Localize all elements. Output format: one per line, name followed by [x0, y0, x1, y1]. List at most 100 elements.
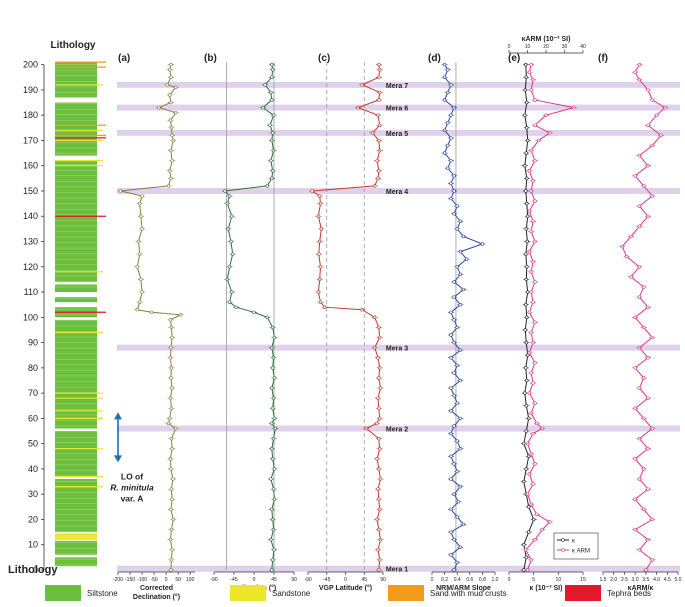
data-point: [230, 252, 235, 256]
data-point: [140, 290, 144, 294]
data-point: [452, 212, 456, 216]
x-axis-label: κARM/κ: [628, 585, 654, 592]
data-point: [165, 83, 170, 87]
data-point: [449, 196, 453, 201]
data-point: [452, 424, 456, 428]
x-tick-label: -200: [113, 577, 123, 583]
data-point: [234, 305, 238, 309]
lithology-unit-siltstone: [55, 297, 97, 303]
data-point: [544, 113, 548, 117]
depth-tick-label: 10: [28, 540, 38, 550]
depth-tick-label: 90: [28, 338, 38, 348]
band-mera-4: [117, 187, 680, 194]
data-point: [166, 184, 171, 188]
data-point: [524, 252, 528, 256]
band-mera-5: [117, 129, 680, 136]
data-point: [377, 138, 381, 143]
depth-tick-label: 80: [28, 363, 38, 373]
legend-swatch-tephra: [565, 585, 601, 601]
data-point: [378, 386, 383, 390]
data-point: [442, 75, 447, 79]
depth-tick-label: 140: [23, 211, 38, 221]
depth-tick-label: 40: [28, 464, 38, 474]
data-point: [533, 320, 537, 325]
data-point: [524, 555, 528, 560]
data-point: [157, 105, 161, 110]
lithology-column-title: Lithology: [51, 40, 96, 51]
data-point: [140, 227, 144, 231]
panel-letter-b: (b): [204, 53, 217, 64]
data-point: [524, 366, 528, 370]
x-tick-label: 15: [580, 577, 586, 583]
data-point: [529, 229, 533, 234]
band-label-mera-1: Mera 1: [386, 567, 408, 574]
legend-item-tephra: Tephra beds: [565, 584, 651, 602]
data-point: [452, 537, 456, 542]
data-point: [169, 558, 174, 562]
data-point: [169, 366, 174, 370]
data-point: [446, 90, 450, 95]
data-point: [270, 517, 275, 522]
data-point: [168, 67, 172, 72]
data-point: [271, 113, 276, 117]
data-point: [535, 512, 539, 517]
data-point: [533, 462, 537, 466]
data-point: [377, 75, 381, 79]
band-mera-3: [117, 344, 680, 351]
data-point: [526, 138, 530, 143]
data-point: [269, 158, 273, 163]
data-point: [536, 138, 541, 143]
data-point: [169, 467, 173, 471]
data-point: [171, 517, 176, 522]
data-point: [168, 169, 172, 173]
data-point: [170, 335, 174, 340]
data-point: [452, 492, 456, 496]
data-point: [642, 376, 646, 380]
data-point: [377, 148, 382, 153]
data-point: [377, 376, 381, 380]
data-point: [527, 472, 532, 476]
data-point: [525, 378, 529, 383]
data-point: [533, 401, 537, 405]
data-point: [633, 315, 637, 320]
lithology-unit-siltstone: [55, 284, 97, 293]
data-point: [646, 396, 650, 400]
data-point: [455, 363, 459, 368]
x-tick-label: -90: [210, 577, 217, 583]
data-point: [523, 88, 527, 92]
x-tick-label: 3.5: [642, 577, 649, 583]
depth-tick-label: 20: [28, 514, 38, 524]
data-point: [169, 527, 174, 532]
data-point: [377, 366, 382, 370]
data-point: [318, 300, 323, 304]
x-axis-label: VGP Latitude (°): [319, 584, 372, 592]
data-point: [531, 78, 535, 82]
data-point: [449, 310, 453, 314]
data-point: [270, 75, 274, 79]
data-point: [525, 315, 529, 320]
data-point: [377, 169, 381, 173]
data-point: [271, 148, 276, 153]
depth-tick-label: 30: [28, 489, 38, 499]
data-point: [270, 406, 275, 410]
data-point: [646, 356, 650, 360]
data-point: [270, 568, 274, 572]
data-point: [637, 78, 642, 82]
legend-item-siltstone: Siltstone: [45, 584, 118, 602]
data-point: [449, 409, 453, 413]
x-axis-label: Declination (°): [133, 593, 180, 601]
data-point: [650, 558, 654, 562]
data-point: [318, 201, 323, 206]
data-point: [139, 277, 143, 282]
data-point: [174, 426, 178, 431]
x-tick-label: -45: [323, 577, 330, 583]
data-point: [529, 371, 533, 375]
data-point: [533, 239, 537, 244]
data-point: [529, 88, 533, 92]
data-point: [524, 429, 528, 433]
data-point: [168, 416, 172, 421]
data-point: [456, 500, 461, 504]
data-point: [633, 70, 637, 74]
legend-swatch-sand-mud: [388, 585, 424, 601]
data-point: [449, 553, 453, 557]
